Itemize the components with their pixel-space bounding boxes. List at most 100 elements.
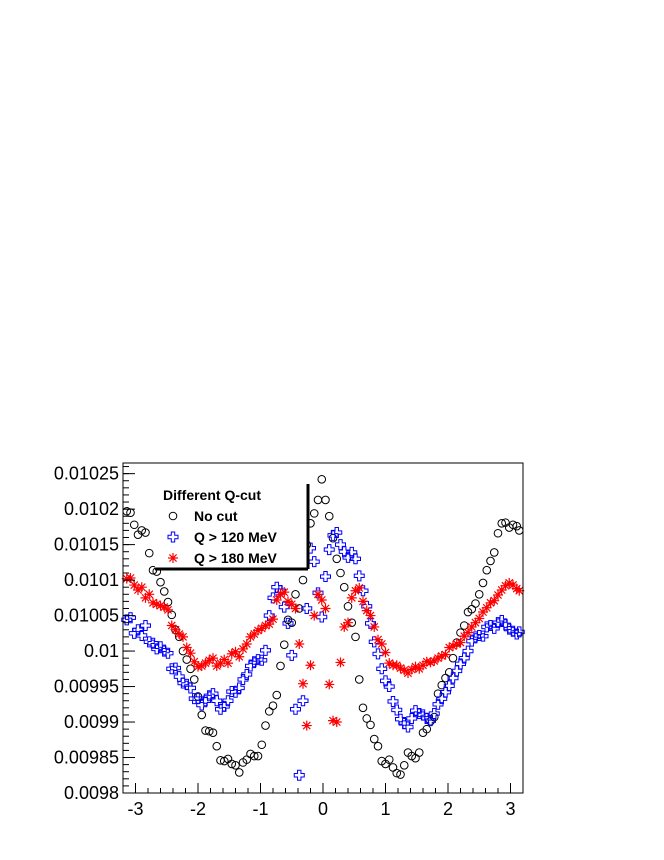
data-point <box>264 619 275 630</box>
data-point <box>391 660 402 671</box>
data-point <box>245 631 256 642</box>
data-point <box>437 680 447 690</box>
data-point <box>129 580 140 591</box>
data-point <box>211 660 222 671</box>
data-point <box>369 734 379 744</box>
data-point <box>343 602 353 611</box>
data-point <box>133 585 143 596</box>
data-point <box>253 625 263 636</box>
data-point <box>436 651 447 662</box>
data-point <box>170 624 181 635</box>
data-point <box>287 618 297 627</box>
data-point <box>316 594 327 605</box>
data-point <box>185 682 196 694</box>
data-point <box>383 681 395 693</box>
y-tick-label: 0.0099 <box>64 712 119 732</box>
data-point <box>443 680 455 692</box>
data-point <box>481 602 492 613</box>
data-point <box>351 632 360 642</box>
data-point <box>500 580 511 591</box>
data-point <box>512 521 522 531</box>
data-point <box>324 511 334 521</box>
legend-label-no-cut: No cut <box>194 508 238 524</box>
data-point <box>448 641 458 652</box>
data-point <box>482 565 492 575</box>
data-point <box>343 617 353 628</box>
data-point <box>365 610 376 621</box>
data-point <box>248 656 260 668</box>
data-point <box>215 658 226 669</box>
data-point <box>298 678 308 689</box>
data-point <box>321 495 330 505</box>
data-point <box>380 675 391 687</box>
data-point <box>261 721 270 730</box>
data-point <box>403 668 413 679</box>
data-point <box>275 589 286 600</box>
data-point <box>189 675 199 684</box>
data-point <box>324 679 335 690</box>
data-point <box>414 748 424 757</box>
data-point <box>200 658 211 669</box>
data-point <box>384 658 395 669</box>
series-0 <box>122 475 524 779</box>
data-point <box>451 638 462 649</box>
data-point <box>272 690 282 700</box>
y-tick-label: 0.01015 <box>54 535 119 555</box>
data-point <box>148 597 158 608</box>
data-point <box>283 596 293 607</box>
data-point <box>414 663 425 674</box>
data-point <box>354 675 364 684</box>
data-point <box>399 665 410 676</box>
data-point <box>241 638 252 649</box>
data-point <box>373 741 383 751</box>
data-point <box>226 648 237 659</box>
data-point <box>489 595 500 606</box>
data-point <box>353 570 365 582</box>
legend: Different Q-cut No cut Q > 120 MeV Q > 1… <box>155 484 310 571</box>
data-point <box>208 728 218 737</box>
data-point <box>428 708 440 720</box>
x-tick-label: 0 <box>318 799 328 819</box>
legend-markers <box>167 511 179 563</box>
data-point <box>301 602 313 614</box>
data-point <box>332 554 342 564</box>
data-point <box>163 604 173 615</box>
data-point <box>256 623 267 634</box>
data-point <box>278 601 290 613</box>
data-point <box>471 599 480 608</box>
data-point <box>197 710 207 720</box>
data-series-layer <box>121 475 525 781</box>
data-point <box>504 577 515 588</box>
data-point <box>156 577 165 587</box>
data-point <box>155 600 166 611</box>
data-point <box>215 703 226 715</box>
data-point <box>470 617 481 628</box>
data-point <box>271 594 282 605</box>
data-point <box>155 641 166 653</box>
data-point <box>140 592 151 603</box>
data-point <box>249 629 260 640</box>
data-point <box>354 582 365 593</box>
data-point <box>309 610 320 621</box>
data-point <box>125 572 136 583</box>
data-point <box>418 660 428 671</box>
legend-title: Different Q-cut <box>163 487 261 503</box>
data-point <box>204 655 215 666</box>
x-tick-label: 3 <box>505 799 515 819</box>
data-point <box>514 585 525 596</box>
data-point <box>362 714 372 723</box>
y-tick-label: 0.00995 <box>54 677 119 697</box>
data-point <box>234 651 245 662</box>
data-point <box>406 664 417 675</box>
data-point <box>291 589 300 599</box>
data-point <box>422 724 432 734</box>
data-point <box>477 630 489 642</box>
data-point <box>331 717 342 728</box>
data-point <box>358 703 368 713</box>
data-point <box>399 761 409 770</box>
data-point <box>174 629 185 640</box>
legend-marker <box>168 553 178 563</box>
data-point <box>339 621 350 632</box>
data-point <box>402 721 414 733</box>
data-point <box>493 590 503 600</box>
